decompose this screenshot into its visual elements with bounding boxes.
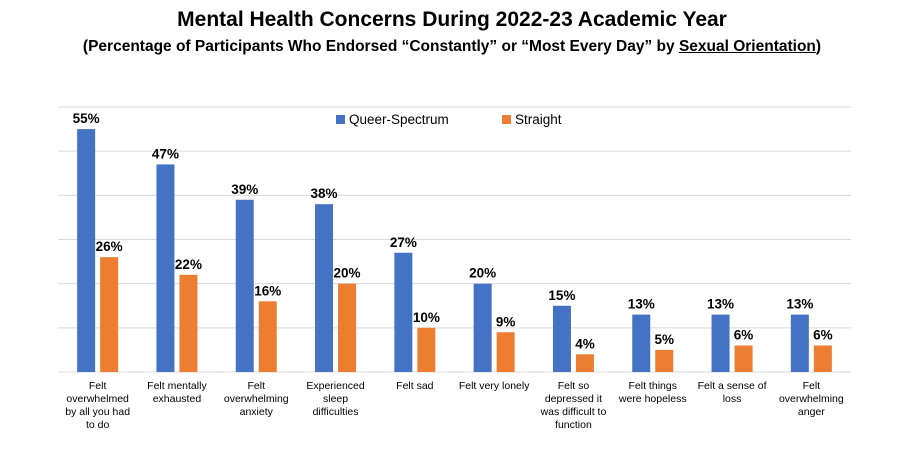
value-label-queer-spectrum: 15%	[548, 288, 575, 303]
bar-straight	[575, 354, 594, 372]
value-label-queer-spectrum: 39%	[231, 182, 258, 197]
category-label: Felt things were hopeless	[618, 380, 687, 405]
legend-straight-label: Straight	[515, 112, 562, 127]
value-label-straight: 10%	[413, 310, 440, 325]
category-label: Experienced sleep difficulties	[306, 380, 365, 418]
bar-straight	[813, 345, 832, 372]
bar-queer-spectrum	[552, 305, 571, 372]
category-labels: Felt overwhelmed by all you had to do Felt m…	[65, 380, 844, 431]
bar-straight	[417, 327, 436, 372]
bar-straight	[258, 301, 277, 372]
value-label-queer-spectrum: 13%	[786, 297, 813, 312]
chart-title: Mental Health Concerns During 2022-23 Ac…	[177, 8, 727, 31]
value-label-queer-spectrum: 38%	[311, 186, 338, 201]
value-label-straight: 6%	[813, 328, 833, 343]
value-label-straight: 6%	[734, 328, 754, 343]
value-label-queer-spectrum: 55%	[73, 111, 100, 126]
bar-queer-spectrum	[315, 204, 334, 372]
bar-queer-spectrum	[790, 314, 809, 372]
value-label-straight: 20%	[334, 266, 361, 281]
subtitle-suffix: )	[815, 38, 822, 55]
category-label: Felt very lonely	[459, 380, 530, 392]
subtitle-emphasis: Sexual Orientation	[678, 38, 816, 55]
bar-queer-spectrum	[156, 164, 175, 372]
bar-queer-spectrum	[632, 314, 651, 372]
category-label: Felt overwhelmed by all you had to do	[65, 380, 130, 431]
bar-straight	[338, 283, 357, 372]
value-label-straight: 22%	[175, 257, 202, 272]
legend-queer-spectrum-label: Queer-Spectrum	[349, 112, 449, 127]
legend-queer-spectrum-swatch	[336, 115, 345, 124]
value-label-queer-spectrum: 13%	[628, 297, 655, 312]
legend-straight-swatch	[502, 115, 511, 124]
value-label-queer-spectrum: 13%	[707, 297, 734, 312]
bar-queer-spectrum	[473, 283, 492, 372]
bar-queer-spectrum	[394, 252, 413, 372]
bar-straight	[655, 349, 674, 372]
bar-straight	[179, 274, 198, 372]
category-label: Felt sad	[396, 380, 434, 392]
value-label-queer-spectrum: 20%	[469, 266, 496, 281]
value-labels: 55% 26% 47% 22% 39% 16% 38% 20% 27% 10% 20% 9% 15% 4%…	[73, 111, 833, 351]
value-label-straight: 16%	[254, 283, 281, 298]
category-label: Felt overwhelming anxiety	[224, 380, 289, 418]
category-label: Felt so depressed it was difficult to funct…	[540, 380, 607, 431]
bars	[77, 129, 832, 372]
category-label: Felt mentally exhausted	[147, 380, 207, 405]
category-label: Felt a sense of loss	[698, 380, 767, 405]
value-label-straight: 4%	[575, 336, 595, 351]
bar-queer-spectrum	[235, 199, 254, 372]
chart-subtitle: (Percentage of Participants Who Endorsed…	[0, 38, 904, 56]
subtitle-prefix: (Percentage of Participants Who Endorsed…	[82, 38, 679, 55]
bar-straight	[734, 345, 753, 372]
value-label-straight: 26%	[96, 239, 123, 254]
category-label: Felt overwhelming anger	[779, 380, 844, 418]
legend: Queer-Spectrum Straight	[336, 112, 562, 127]
bar-straight	[100, 257, 119, 372]
value-label-queer-spectrum: 47%	[152, 146, 179, 161]
value-label-straight: 9%	[496, 314, 516, 329]
bar-queer-spectrum	[77, 129, 96, 372]
value-label-straight: 5%	[654, 332, 674, 347]
bar-queer-spectrum	[711, 314, 730, 372]
bar-straight	[496, 332, 515, 372]
value-label-queer-spectrum: 27%	[390, 235, 417, 250]
